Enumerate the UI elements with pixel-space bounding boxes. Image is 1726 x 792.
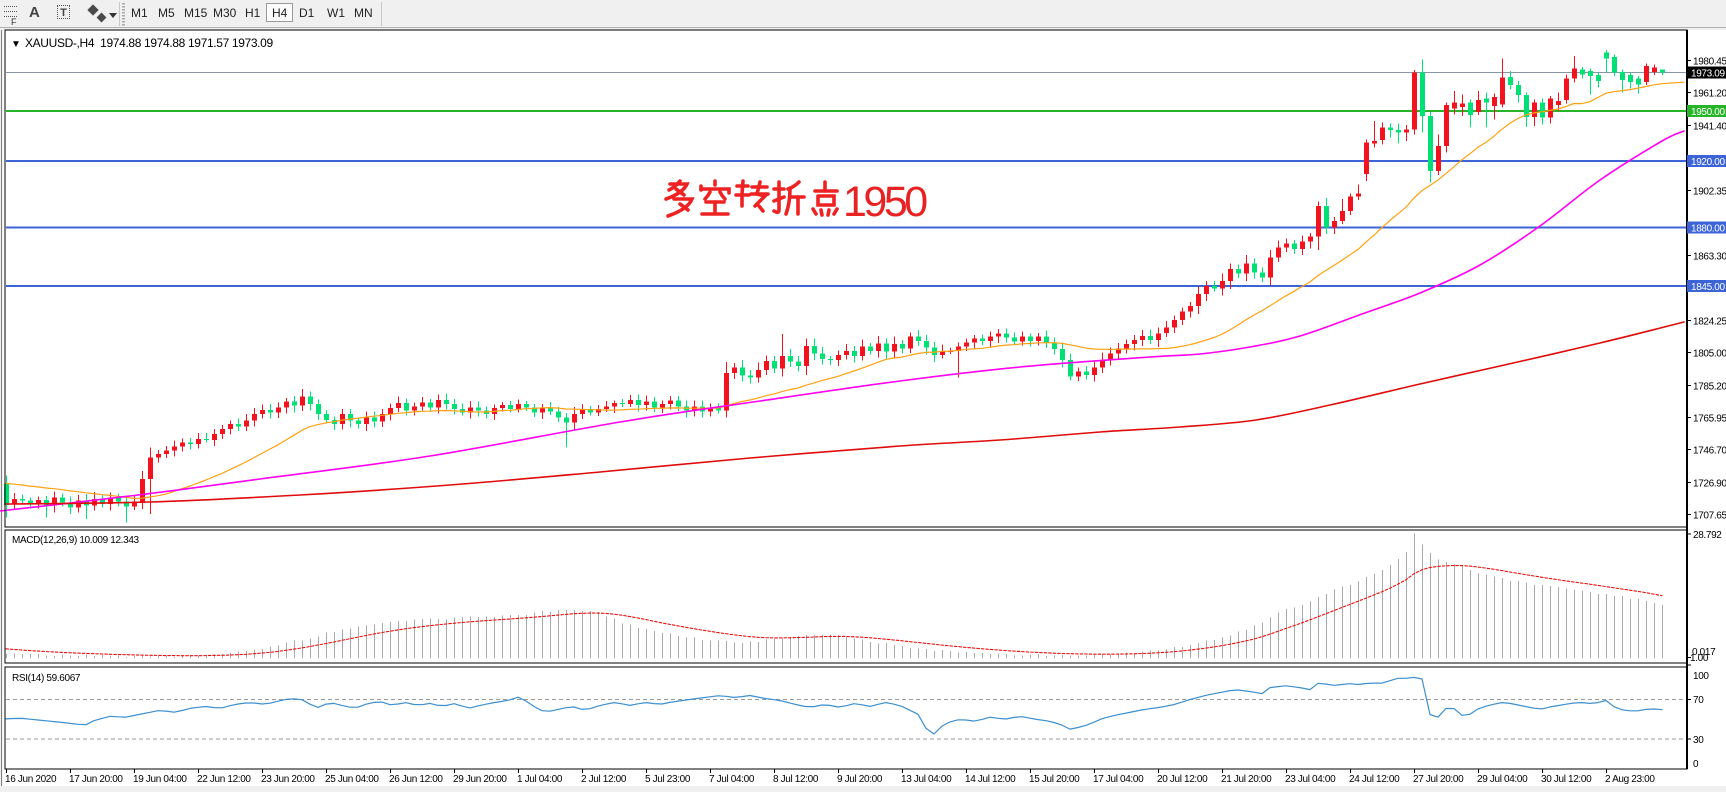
svg-text:2 Aug 23:00: 2 Aug 23:00 — [1605, 774, 1655, 785]
svg-text:XAUUSD-,H4 1974.88 1974.88 19: XAUUSD-,H4 1974.88 1974.88 1971.57 1973.… — [25, 36, 273, 50]
svg-text:1824.25: 1824.25 — [1693, 316, 1726, 327]
svg-text:1805.00: 1805.00 — [1693, 348, 1726, 359]
svg-text:29 Jul 04:00: 29 Jul 04:00 — [1477, 774, 1528, 785]
svg-text:1880.00: 1880.00 — [1691, 224, 1725, 235]
svg-text:1 Jul 04:00: 1 Jul 04:00 — [517, 774, 563, 785]
svg-text:17 Jun 20:00: 17 Jun 20:00 — [69, 774, 123, 785]
svg-text:13 Jul 04:00: 13 Jul 04:00 — [901, 774, 952, 785]
svg-text:27 Jul 20:00: 27 Jul 20:00 — [1413, 774, 1464, 785]
svg-text:1950.00: 1950.00 — [1691, 107, 1725, 118]
svg-text:9 Jul 20:00: 9 Jul 20:00 — [837, 774, 883, 785]
svg-text:7 Jul 04:00: 7 Jul 04:00 — [709, 774, 755, 785]
svg-text:0.017: 0.017 — [1692, 647, 1716, 658]
svg-text:1973.09: 1973.09 — [1691, 69, 1725, 80]
svg-text:1941.40: 1941.40 — [1693, 121, 1726, 132]
svg-text:1726.90: 1726.90 — [1693, 479, 1726, 490]
svg-text:MACD(12,26,9) 10.009 12.343: MACD(12,26,9) 10.009 12.343 — [12, 535, 140, 546]
svg-text:2 Jul 12:00: 2 Jul 12:00 — [581, 774, 627, 785]
svg-text:16 Jun 2020: 16 Jun 2020 — [5, 774, 57, 785]
svg-text:17 Jul 04:00: 17 Jul 04:00 — [1093, 774, 1144, 785]
svg-text:29 Jun 20:00: 29 Jun 20:00 — [453, 774, 507, 785]
svg-text:15 Jul 20:00: 15 Jul 20:00 — [1029, 774, 1080, 785]
svg-text:26 Jun 12:00: 26 Jun 12:00 — [389, 774, 443, 785]
svg-text:14 Jul 12:00: 14 Jul 12:00 — [965, 774, 1016, 785]
svg-text:22 Jun 12:00: 22 Jun 12:00 — [197, 774, 251, 785]
svg-text:1707.65: 1707.65 — [1693, 511, 1726, 522]
svg-text:100: 100 — [1693, 671, 1709, 682]
svg-text:5 Jul 23:00: 5 Jul 23:00 — [645, 774, 691, 785]
svg-text:1980.45: 1980.45 — [1693, 56, 1726, 67]
svg-text:1902.35: 1902.35 — [1693, 186, 1726, 197]
svg-text:70: 70 — [1693, 695, 1704, 706]
svg-text:1765.95: 1765.95 — [1693, 413, 1726, 424]
svg-text:1746.70: 1746.70 — [1693, 446, 1726, 457]
svg-text:1920.00: 1920.00 — [1691, 157, 1725, 168]
svg-text:24 Jul 12:00: 24 Jul 12:00 — [1349, 774, 1400, 785]
svg-text:1950: 1950 — [843, 178, 927, 226]
svg-text:1.00: 1.00 — [1690, 653, 1709, 664]
svg-text:28.792: 28.792 — [1693, 530, 1722, 541]
svg-text:23 Jul 04:00: 23 Jul 04:00 — [1285, 774, 1336, 785]
svg-text:20 Jul 12:00: 20 Jul 12:00 — [1157, 774, 1208, 785]
svg-text:F: F — [11, 17, 17, 27]
svg-text:1961.20: 1961.20 — [1693, 88, 1726, 99]
svg-text:1785.20: 1785.20 — [1693, 381, 1726, 392]
svg-text:30: 30 — [1693, 735, 1704, 746]
svg-text:0: 0 — [1693, 759, 1699, 770]
svg-text:25 Jun 04:00: 25 Jun 04:00 — [325, 774, 379, 785]
svg-text:21 Jul 20:00: 21 Jul 20:00 — [1221, 774, 1272, 785]
svg-text:RSI(14) 59.6067: RSI(14) 59.6067 — [12, 673, 81, 684]
svg-text:1845.00: 1845.00 — [1691, 282, 1725, 293]
svg-text:▼: ▼ — [11, 39, 21, 50]
svg-text:30 Jul 12:00: 30 Jul 12:00 — [1541, 774, 1592, 785]
svg-text:23 Jun 20:00: 23 Jun 20:00 — [261, 774, 315, 785]
svg-text:1863.30: 1863.30 — [1693, 251, 1726, 262]
svg-text:8 Jul 12:00: 8 Jul 12:00 — [773, 774, 819, 785]
svg-text:19 Jun 04:00: 19 Jun 04:00 — [133, 774, 187, 785]
